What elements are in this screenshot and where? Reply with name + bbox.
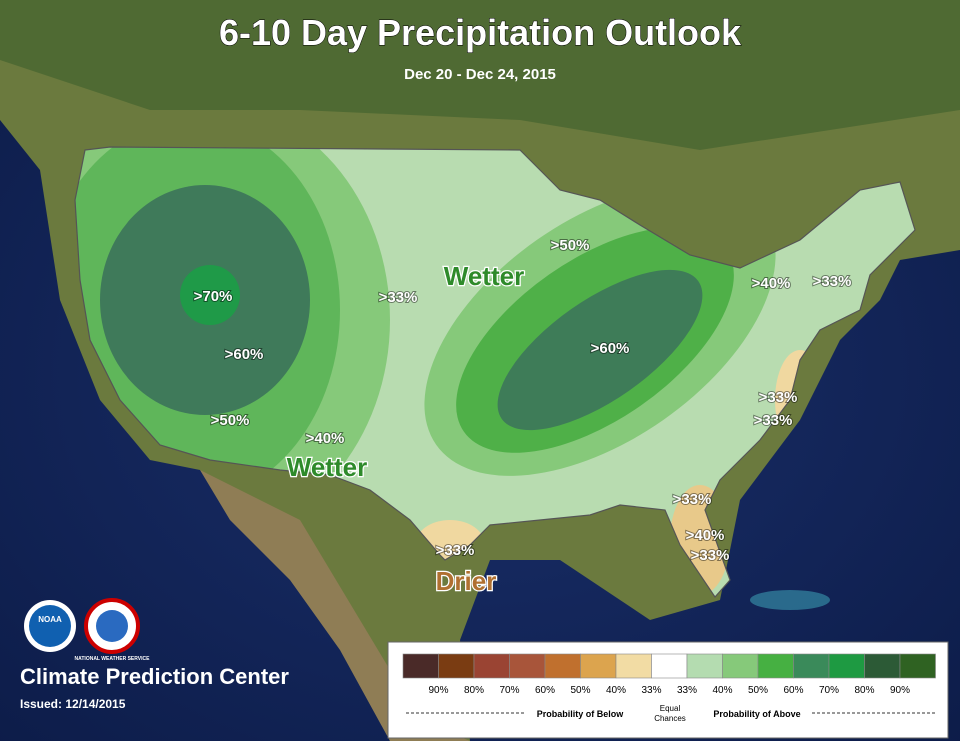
band-60 (497, 269, 703, 431)
probability-label: >50% (551, 237, 590, 254)
region-label: Wetter (287, 452, 367, 482)
canada (0, 0, 960, 150)
probability-label: >40% (306, 430, 345, 447)
legend-swatch (544, 653, 581, 679)
probability-label: >40% (752, 275, 791, 292)
band-70 (180, 265, 240, 325)
probability-label: >33% (436, 542, 475, 559)
probability-label: >70% (194, 288, 233, 305)
legend-equal: Chances (654, 714, 686, 723)
legend-swatch (615, 653, 652, 679)
probability-label: >33% (673, 491, 712, 508)
probability-label: >40% (686, 527, 725, 544)
probability-label: >33% (813, 273, 852, 290)
legend-below: Probability of Below (537, 709, 625, 719)
legend-swatch (864, 653, 901, 679)
legend: 90% 80% 70% 60% 50% 40% 33% 33% 40% 50% 60% 70% 80% 9… (402, 653, 936, 723)
title: 6-10 Day Precipitation Outlook (219, 12, 742, 53)
mexico (200, 470, 470, 741)
probability-label: >60% (591, 340, 630, 357)
legend-label: 40% (712, 685, 732, 696)
legend-swatch (438, 653, 475, 679)
legend-label: 60% (783, 685, 803, 696)
issued-date: Issued: 12/14/2015 (20, 697, 126, 711)
legend-swatch (509, 653, 546, 679)
probability-label: >60% (225, 346, 264, 363)
legend-label: 90% (428, 685, 448, 696)
legend-label: 70% (819, 685, 839, 696)
legend-swatch (402, 653, 439, 679)
noaa-logo-inner (29, 605, 71, 647)
footer-center: Climate Prediction Center (20, 664, 289, 689)
legend-swatch (686, 653, 723, 679)
probability-label: >50% (211, 412, 250, 429)
probability-label: >33% (754, 412, 793, 429)
legend-above: Probability of Above (713, 709, 800, 719)
legend-swatch (473, 653, 510, 679)
legend-label: 50% (748, 685, 768, 696)
legend-label: 80% (464, 685, 484, 696)
legend-label: 80% (854, 685, 874, 696)
legend-label: 60% (535, 685, 555, 696)
legend-swatch (580, 653, 617, 679)
region-label: Wetter (444, 261, 524, 291)
legend-swatch (651, 653, 688, 679)
legend-equal: Equal (660, 704, 681, 713)
legend-swatch (722, 653, 759, 679)
legend-label: 70% (499, 685, 519, 696)
legend-label: 33% (677, 685, 697, 696)
legend-label: 33% (641, 685, 661, 696)
legend-swatch (828, 653, 865, 679)
caribbean (750, 590, 830, 610)
map-labels: >70% >60% >60% >50% >50% >40% >40% >33% >33% >33%… (193, 236, 853, 597)
legend-label: 90% (890, 685, 910, 696)
legend-swatch (793, 653, 830, 679)
probability-label: >33% (379, 289, 418, 306)
region-label: Drier (436, 566, 497, 596)
legend-swatch (899, 653, 936, 679)
legend-label: 50% (570, 685, 590, 696)
legend-label: 40% (606, 685, 626, 696)
nws-logo-inner (96, 610, 128, 642)
legend-swatch (757, 653, 794, 679)
nws-text: NATIONAL WEATHER SERVICE (75, 656, 151, 662)
probability-label: >33% (759, 389, 798, 406)
probability-label: >33% (691, 547, 730, 564)
noaa-text: NOAA (38, 615, 62, 624)
subtitle: Dec 20 - Dec 24, 2015 (404, 66, 556, 83)
